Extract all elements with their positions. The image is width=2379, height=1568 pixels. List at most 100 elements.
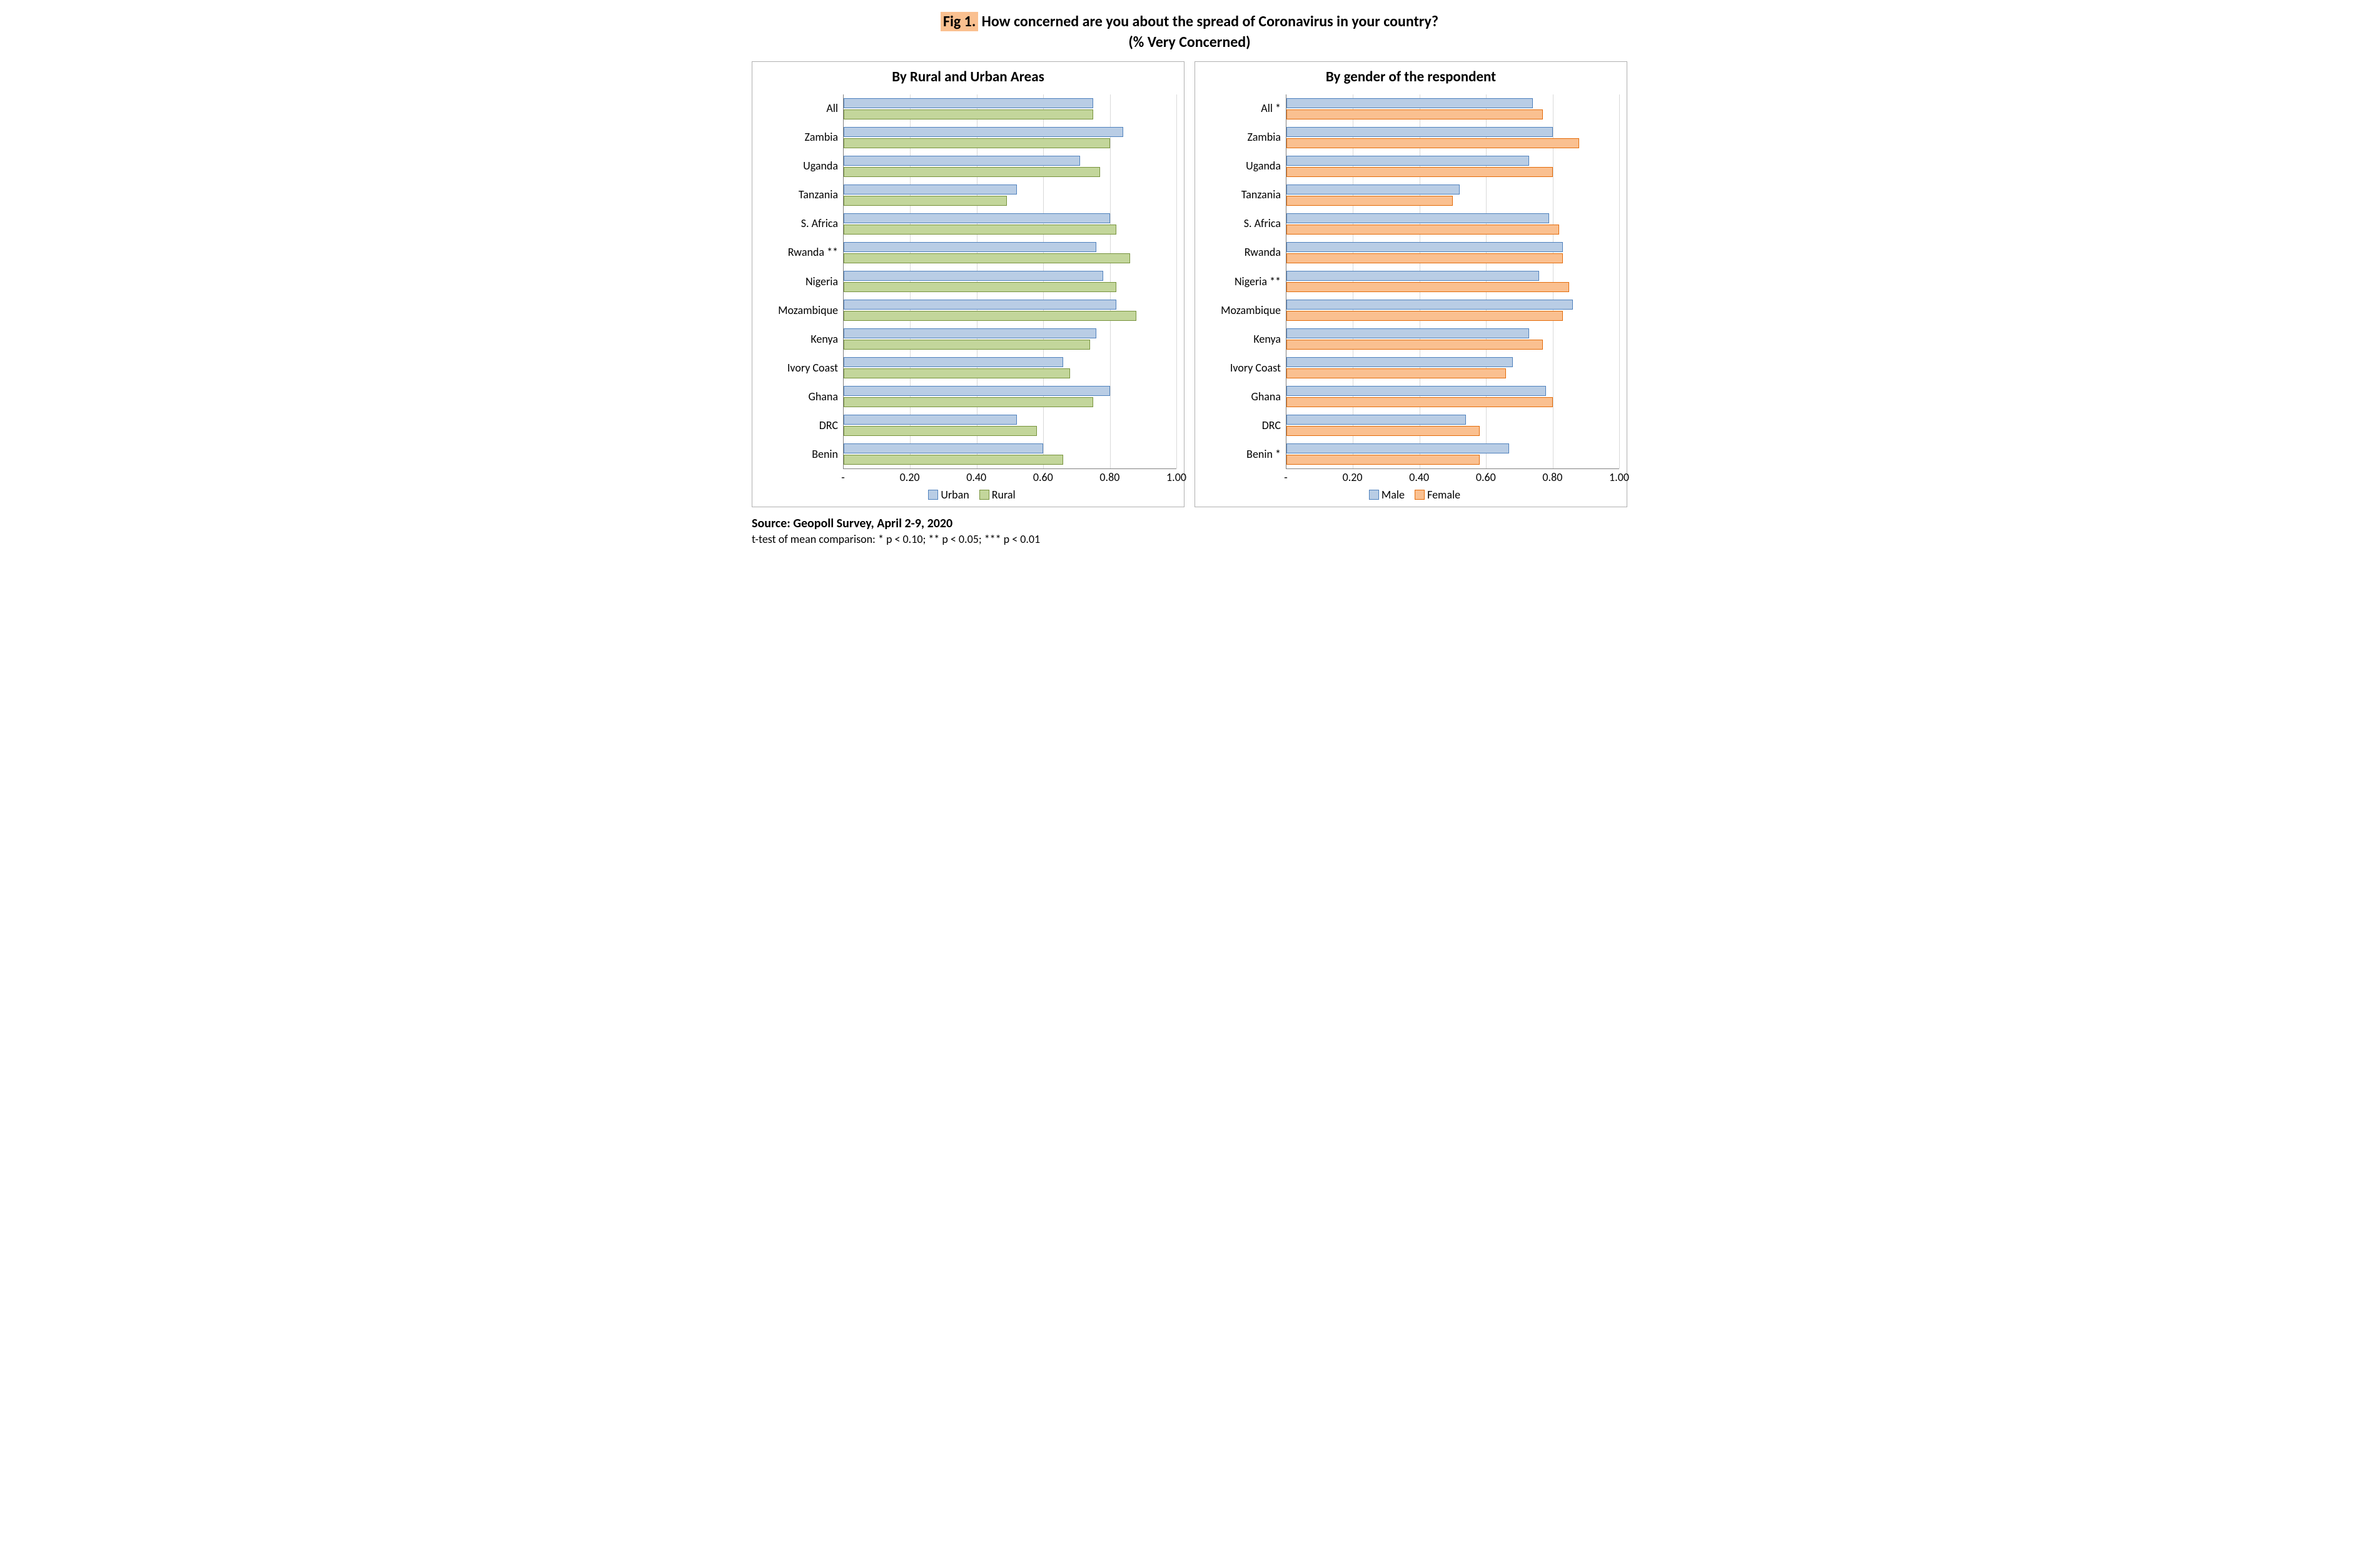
bar-series-a: [1286, 213, 1549, 223]
bar-group: [844, 325, 1176, 353]
bar-series-a: [844, 357, 1063, 367]
bar-group: [1286, 296, 1619, 325]
bar-series-b: [1286, 138, 1579, 148]
x-tick-label: 0.60: [1476, 470, 1496, 484]
category-label: Zambia: [760, 123, 838, 152]
bar-series-a: [844, 386, 1110, 396]
figure-subtitle: (% Very Concerned): [752, 33, 1627, 51]
bar-series-a: [1286, 98, 1533, 108]
bar-series-a: [1286, 300, 1573, 310]
bar-series-a: [1286, 386, 1546, 396]
category-label: All *: [1203, 94, 1281, 123]
x-tick-label: 1.00: [1609, 470, 1629, 484]
category-label: Zambia: [1203, 123, 1281, 152]
bar-series-b: [1286, 368, 1506, 378]
x-tick-label: 1.00: [1166, 470, 1186, 484]
category-label: Ghana: [760, 383, 838, 412]
x-axis-right: -0.200.400.600.801.00: [1286, 469, 1619, 484]
figure-title: Fig 1. How concerned are you about the s…: [752, 13, 1627, 31]
bar-series-a: [1286, 357, 1513, 367]
legend-label-urban: Urban: [941, 488, 969, 502]
bar-series-a: [1286, 328, 1529, 338]
category-label: Tanzania: [760, 181, 838, 210]
bar-series-b: [1286, 397, 1553, 407]
bar-series-b: [1286, 340, 1543, 350]
figure-label-highlight: Fig 1.: [941, 12, 978, 31]
bar-group: [844, 94, 1176, 123]
bar-series-b: [1286, 109, 1543, 119]
legend-label-female: Female: [1427, 488, 1460, 502]
panel-right-title: By gender of the respondent: [1203, 68, 1619, 86]
bars-right: [1286, 94, 1619, 468]
figure-title-text: How concerned are you about the spread o…: [978, 13, 1438, 31]
category-label: Nigeria: [760, 267, 838, 296]
bar-group: [1286, 440, 1619, 468]
plot-left: AllZambiaUgandaTanzaniaS. AfricaRwanda *…: [760, 94, 1176, 469]
bar-series-a: [844, 415, 1017, 425]
bar-series-a: [844, 185, 1017, 195]
category-label: Uganda: [760, 152, 838, 181]
y-axis-labels-left: AllZambiaUgandaTanzaniaS. AfricaRwanda *…: [760, 94, 843, 469]
bar-series-a: [844, 98, 1093, 108]
category-label: Kenya: [760, 325, 838, 354]
bar-series-b: [844, 167, 1100, 177]
bar-group: [844, 382, 1176, 411]
bar-series-b: [844, 455, 1063, 465]
category-label: Ivory Coast: [760, 354, 838, 383]
panel-left-title: By Rural and Urban Areas: [760, 68, 1176, 86]
y-axis-labels-right: All *ZambiaUgandaTanzaniaS. AfricaRwanda…: [1203, 94, 1286, 469]
category-label: Kenya: [1203, 325, 1281, 354]
bar-series-b: [1286, 253, 1563, 263]
bar-series-a: [1286, 415, 1466, 425]
bar-group: [1286, 411, 1619, 440]
bar-group: [1286, 123, 1619, 152]
bar-series-b: [844, 311, 1136, 321]
bar-series-b: [844, 340, 1090, 350]
bar-group: [844, 296, 1176, 325]
bar-group: [844, 152, 1176, 181]
bar-series-a: [844, 328, 1096, 338]
bar-series-a: [844, 213, 1110, 223]
bar-series-a: [844, 300, 1116, 310]
bar-series-b: [844, 253, 1130, 263]
bar-series-a: [1286, 271, 1539, 281]
bars-left: [844, 94, 1176, 468]
bar-series-a: [1286, 242, 1563, 252]
category-label: DRC: [760, 412, 838, 440]
plot-area-right: [1286, 94, 1619, 469]
legend-swatch-female: [1415, 490, 1425, 500]
plot-right: All *ZambiaUgandaTanzaniaS. AfricaRwanda…: [1203, 94, 1619, 469]
category-label: DRC: [1203, 412, 1281, 440]
category-label: S. Africa: [1203, 210, 1281, 238]
bar-series-b: [1286, 196, 1453, 206]
footer-note: t-test of mean comparison: * p < 0.10; *…: [752, 532, 1627, 546]
bar-series-a: [844, 443, 1043, 453]
category-label: Ghana: [1203, 383, 1281, 412]
bar-series-b: [844, 225, 1116, 235]
bar-series-b: [844, 426, 1037, 436]
bar-group: [844, 210, 1176, 238]
figure-footer: Source: Geopoll Survey, April 2-9, 2020 …: [752, 516, 1627, 546]
x-tick-label: 0.80: [1099, 470, 1119, 484]
x-tick-label: -: [841, 470, 845, 484]
panels-row: By Rural and Urban Areas AllZambiaUganda…: [752, 61, 1627, 507]
category-label: Ivory Coast: [1203, 354, 1281, 383]
category-label: All: [760, 94, 838, 123]
bar-series-b: [844, 282, 1116, 292]
category-label: Mozambique: [760, 296, 838, 325]
category-label: Mozambique: [1203, 296, 1281, 325]
bar-series-b: [844, 138, 1110, 148]
category-label: Uganda: [1203, 152, 1281, 181]
category-label: Rwanda: [1203, 238, 1281, 267]
bar-group: [1286, 382, 1619, 411]
bar-group: [844, 440, 1176, 468]
bar-series-a: [1286, 185, 1460, 195]
legend-label-rural: Rural: [992, 488, 1016, 502]
bar-series-b: [1286, 311, 1563, 321]
footer-source: Source: Geopoll Survey, April 2-9, 2020: [752, 516, 1627, 531]
bar-group: [1286, 210, 1619, 238]
legend-right: Male Female: [1203, 488, 1619, 502]
bar-group: [1286, 325, 1619, 353]
figure-container: Fig 1. How concerned are you about the s…: [752, 13, 1627, 546]
bar-series-a: [1286, 156, 1529, 166]
